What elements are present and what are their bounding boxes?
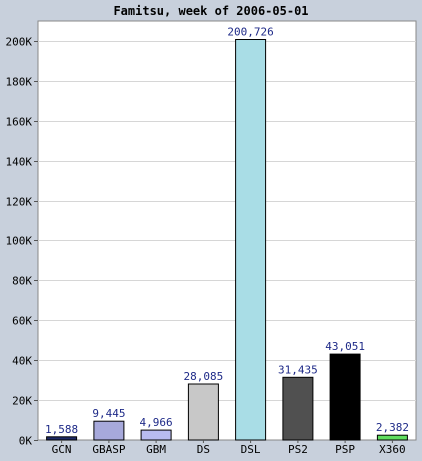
x-tick-label-gcn: GCN — [52, 443, 72, 456]
bar-gbm — [140, 429, 172, 441]
bar-gcn — [46, 436, 78, 441]
value-label-gbm: 4,966 — [140, 416, 173, 429]
x-axis-ticks: GCN GBASP GBM DS DSL PS2 PSP X360 — [52, 440, 406, 456]
y-tick-label: 120K — [6, 196, 33, 209]
value-labels: 1,588 9,445 4,966 28,085 200,726 31,435 43,051… — [45, 26, 409, 436]
y-tick-label: 200K — [6, 36, 33, 49]
y-tick-label: 140K — [6, 156, 33, 169]
y-tick-label: 60K — [12, 315, 32, 328]
bar-x360 — [376, 434, 408, 441]
bar-ps2 — [282, 376, 314, 441]
x-tick-label-psp: PSP — [335, 443, 355, 456]
x-tick-label-dsl: DSL — [241, 443, 261, 456]
value-label-gbasp: 9,445 — [92, 407, 125, 420]
y-tick-label: 80K — [12, 275, 32, 288]
value-label-ps2: 31,435 — [278, 363, 318, 376]
y-tick-label: 180K — [6, 76, 33, 89]
y-tick-label: 20K — [12, 395, 32, 408]
bar-dsl — [235, 39, 267, 441]
bar-gbasp — [93, 420, 125, 441]
value-label-x360: 2,382 — [376, 421, 409, 434]
chart-title: Famitsu, week of 2006-05-01 — [113, 4, 308, 18]
value-label-psp: 43,051 — [325, 340, 365, 353]
x-tick-label-ps2: PS2 — [288, 443, 308, 456]
y-tick-label: 100K — [6, 235, 33, 248]
y-axis-ticks: 0K 20K 40K 60K 80K 100K 120K 140K 160K 180K 200K — [6, 36, 38, 448]
value-label-dsl: 200,726 — [227, 26, 273, 39]
x-tick-label-gbm: GBM — [146, 443, 166, 456]
y-tick-label: 40K — [12, 355, 32, 368]
bars — [46, 39, 408, 441]
y-tick-label: 0K — [19, 435, 33, 448]
bar-psp — [329, 353, 361, 441]
x-tick-label-x360: X360 — [379, 443, 406, 456]
value-label-gcn: 1,588 — [45, 423, 78, 436]
y-tick-label: 160K — [6, 116, 33, 129]
value-label-ds: 28,085 — [184, 370, 224, 383]
x-tick-label-gbasp: GBASP — [92, 443, 125, 456]
bar-ds — [187, 383, 219, 441]
x-tick-label-ds: DS — [197, 443, 210, 456]
